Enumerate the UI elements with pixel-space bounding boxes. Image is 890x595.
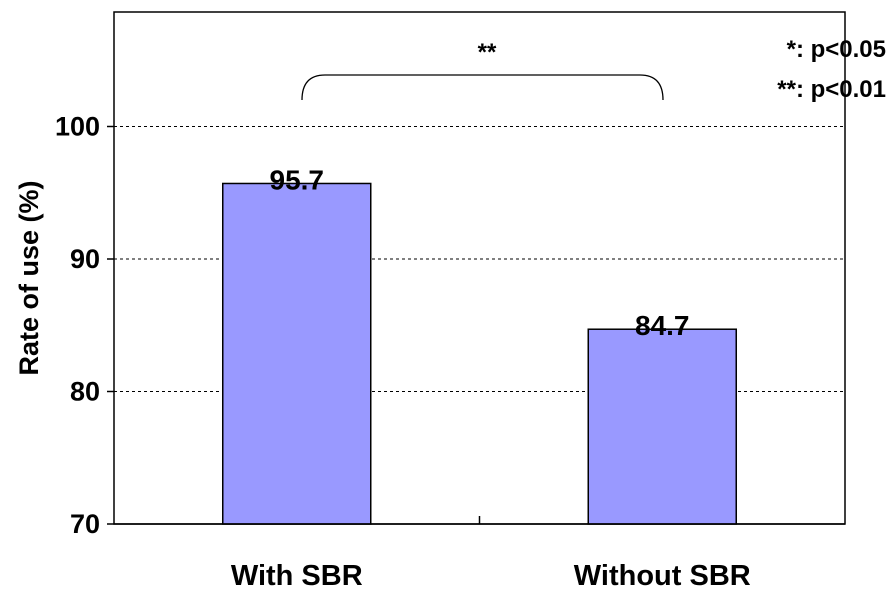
x-category-label: With SBR [231, 560, 363, 592]
y-axis-label: Rate of use (%) [14, 180, 44, 375]
x-category-label: Without SBR [574, 560, 751, 592]
y-tick-label: 100 [55, 112, 100, 142]
bar-value-label: 84.7 [635, 310, 690, 341]
legend-entry-p005: *: p<0.05 [787, 36, 886, 63]
significance-label: ** [478, 39, 497, 66]
legend-entry-p001: **: p<0.01 [777, 76, 886, 103]
bar-without-sbr [587, 328, 737, 525]
y-tick-label: 90 [70, 244, 100, 274]
labels: 70 80 90 100 95.7 With SBR 84.7 Without SBR [55, 112, 751, 593]
axes [107, 125, 845, 525]
y-tick-label: 80 [70, 377, 100, 407]
significance-bracket [301, 74, 664, 101]
y-tick-label: 70 [70, 509, 100, 539]
bar-with-sbr [222, 182, 372, 525]
bar-value-label: 95.7 [270, 164, 325, 195]
